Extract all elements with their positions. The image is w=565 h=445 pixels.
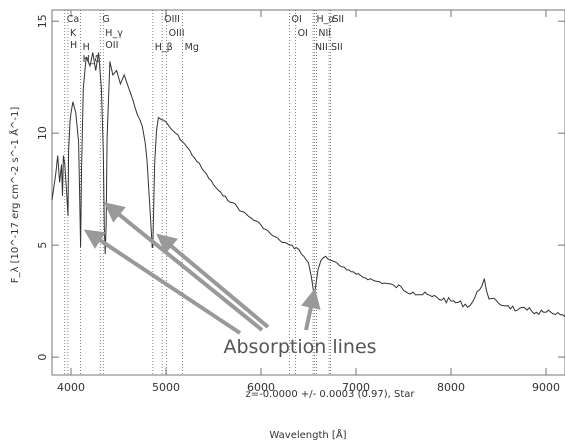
line-marker-label: NII bbox=[318, 28, 331, 39]
absorption-arrow bbox=[103, 202, 264, 332]
x-tick-label: 7000 bbox=[342, 381, 370, 394]
line-marker-label: OIII bbox=[169, 28, 185, 39]
y-tick-label: 5 bbox=[36, 242, 49, 249]
line-marker-label: K bbox=[70, 28, 77, 39]
line-marker-label: SII bbox=[331, 42, 343, 53]
y-tick-label: 0 bbox=[36, 354, 49, 361]
y-tick-label: 15 bbox=[36, 14, 49, 28]
spectrum-line bbox=[51, 52, 565, 318]
axis-ticks: 4000 5000 6000 7000 8000 9000 0 5 10 15 bbox=[36, 10, 565, 394]
absorption-arrow bbox=[83, 229, 242, 335]
y-axis-label: F_λ [10^-17 erg cm^-2 s^-1 Å^-1] bbox=[8, 107, 21, 284]
line-marker-label: H bbox=[70, 40, 77, 51]
line-marker-label: H_α bbox=[316, 14, 334, 25]
line-marker-label: OI bbox=[292, 14, 302, 25]
x-tick-label: 9000 bbox=[532, 381, 560, 394]
line-marker-label: H_β bbox=[155, 42, 173, 53]
absorption-lines-annotation: Absorption lines bbox=[223, 336, 376, 358]
line-marker-label: Mg bbox=[185, 42, 199, 53]
x-axis-label: Wavelength [Å] bbox=[269, 428, 346, 441]
absorption-arrow bbox=[156, 233, 270, 329]
absorption-arrow bbox=[301, 288, 321, 331]
absorption-arrows bbox=[83, 202, 321, 335]
line-marker-label: H_γ bbox=[105, 28, 123, 39]
x-tick-label: 5000 bbox=[152, 381, 180, 394]
line-marker-label: H bbox=[83, 42, 90, 53]
line-marker-label: SII bbox=[332, 14, 344, 25]
x-tick-label: 8000 bbox=[437, 381, 465, 394]
plot-frame bbox=[51, 9, 565, 376]
line-marker-label: G bbox=[102, 14, 109, 25]
redshift-annotation: z=-0.0000 +/- 0.0003 (0.97), Star bbox=[245, 389, 415, 400]
y-tick-label: 10 bbox=[36, 126, 49, 140]
line-marker-label: OI bbox=[298, 28, 308, 39]
x-tick-label: 4000 bbox=[57, 381, 85, 394]
line-marker-label: NII bbox=[315, 42, 328, 53]
line-marker-label: OIII bbox=[164, 14, 180, 25]
line-marker-label: Ca bbox=[67, 14, 79, 25]
x-tick-label: 6000 bbox=[247, 381, 275, 394]
line-marker-label: OII bbox=[105, 40, 118, 51]
